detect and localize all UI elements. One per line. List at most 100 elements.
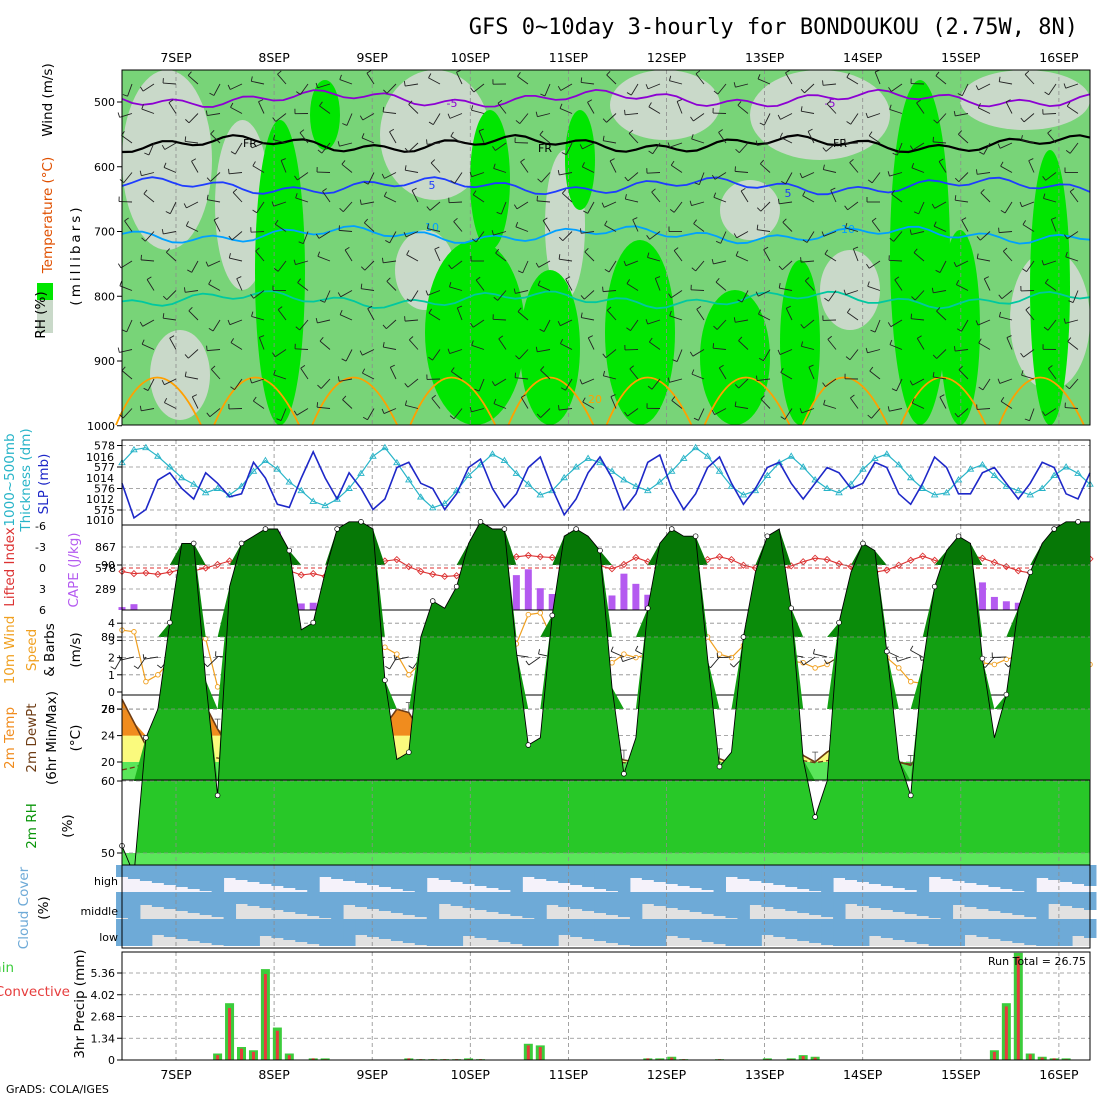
wind-barb-flag xyxy=(385,240,390,244)
wind-barb-flag xyxy=(156,664,162,669)
cloud-bar xyxy=(319,892,332,918)
wind-barb xyxy=(427,290,441,296)
wind-barb xyxy=(295,260,309,266)
wind-barb-flag xyxy=(601,202,605,208)
wind-barb xyxy=(472,194,485,203)
wind-barb-flag xyxy=(317,251,321,257)
rh2m-units-label: (%) xyxy=(60,814,76,837)
y-tick-label: 900 xyxy=(94,355,115,368)
wind-barb xyxy=(123,172,133,183)
wind-barb-10m xyxy=(120,656,135,661)
wind-barb xyxy=(251,142,265,149)
wind-barb xyxy=(785,172,793,185)
wind-barb xyxy=(606,113,617,123)
wind-barb xyxy=(187,75,199,85)
wind-barb xyxy=(346,113,353,126)
wind-barb xyxy=(933,225,947,232)
wind-barb xyxy=(780,136,793,144)
wind-barb xyxy=(164,402,177,409)
wind-barb xyxy=(669,378,683,383)
cloud-bar xyxy=(845,865,858,880)
cloud-bar xyxy=(139,919,153,946)
wind-barb xyxy=(647,319,661,325)
cloud-bar xyxy=(355,892,368,907)
wind-barb xyxy=(889,172,903,177)
cloud-bar xyxy=(988,865,1001,887)
wind-barb-flag xyxy=(360,283,363,289)
wind-barb xyxy=(980,231,991,241)
wind-barb xyxy=(164,142,177,150)
cloud-bar xyxy=(689,865,703,888)
wind-barb-flag xyxy=(470,87,475,93)
wind-barb xyxy=(274,223,287,232)
slp-tick-label: 1014 xyxy=(86,472,114,485)
thickness-marker xyxy=(835,488,843,496)
isotherm-20-contour xyxy=(213,376,300,426)
wind-barb xyxy=(912,142,925,151)
thickness-marker xyxy=(966,465,975,472)
wind-barb-flag xyxy=(931,203,936,209)
wind-barb xyxy=(938,161,947,173)
wind-barb xyxy=(294,348,309,350)
rh-high-patch xyxy=(890,80,950,425)
thickness-marker xyxy=(894,460,903,468)
wind-barb-flag xyxy=(537,280,541,286)
wind-barb xyxy=(453,408,463,420)
wind-barb-flag xyxy=(588,335,593,339)
wind-barb xyxy=(825,378,837,388)
wind-barb-flag xyxy=(975,320,979,326)
wind-barb-flag xyxy=(956,279,960,285)
wind-barb-flag xyxy=(977,103,981,108)
cloud-bar xyxy=(617,865,631,892)
wind-barb xyxy=(277,73,287,85)
wind-barb-flag xyxy=(669,75,672,81)
wind-barb xyxy=(1023,349,1035,358)
thickness-marker xyxy=(787,452,796,459)
cloud-bar xyxy=(976,865,989,885)
wind-barb xyxy=(565,278,573,291)
wind-barb-flag xyxy=(802,239,808,243)
wind-barb-flag xyxy=(493,398,497,404)
cloud-bar xyxy=(558,919,571,935)
wind-barb xyxy=(651,378,661,390)
cloud-bar xyxy=(1000,919,1013,941)
wind-barb-flag xyxy=(910,313,913,319)
thickness-marker xyxy=(811,476,819,483)
contour-label: -5 xyxy=(447,97,458,110)
cloud-bar xyxy=(187,892,201,913)
wind-barb-flag xyxy=(514,372,517,378)
wind-barb-flag xyxy=(475,276,481,281)
wind-barb xyxy=(230,106,243,114)
cloud-units-label: (%) xyxy=(36,896,52,919)
wind-barb-flag xyxy=(978,386,984,391)
cloud-bar xyxy=(151,919,165,935)
isotherm-20-contour xyxy=(311,376,399,426)
wind-barb-flag xyxy=(582,397,586,403)
wind-barb xyxy=(367,408,375,420)
wind-barb xyxy=(543,319,551,332)
wind-barb xyxy=(339,79,353,85)
wind-barb-flag xyxy=(469,171,473,177)
y-tick-label: 578 xyxy=(94,440,115,453)
wind-barb-10m xyxy=(984,656,995,668)
wind-barb xyxy=(758,313,771,321)
wind-barb-flag xyxy=(255,247,260,252)
wind-barb-flag xyxy=(580,295,585,300)
cloud-bar xyxy=(402,892,416,915)
wind-barb xyxy=(982,378,991,391)
precip-convective-bar xyxy=(251,1051,255,1060)
wind-barb xyxy=(625,113,639,116)
credit-label: GrADS: COLA/IGES xyxy=(6,1083,109,1096)
y-tick-label: 2 xyxy=(108,652,115,665)
wind-barb-10m xyxy=(610,650,625,658)
wind-barb-flag xyxy=(162,313,165,319)
cloud-bar xyxy=(139,865,153,881)
wind-barb-flag xyxy=(868,131,873,136)
wind-barb-flag xyxy=(110,666,116,670)
cloud-bar xyxy=(378,892,392,911)
rh2m-marker xyxy=(549,612,555,619)
wind-barb-flag xyxy=(711,258,714,265)
precip-convective-bar xyxy=(813,1057,817,1060)
cloud-bar xyxy=(307,919,320,944)
wind-barb xyxy=(936,310,947,321)
